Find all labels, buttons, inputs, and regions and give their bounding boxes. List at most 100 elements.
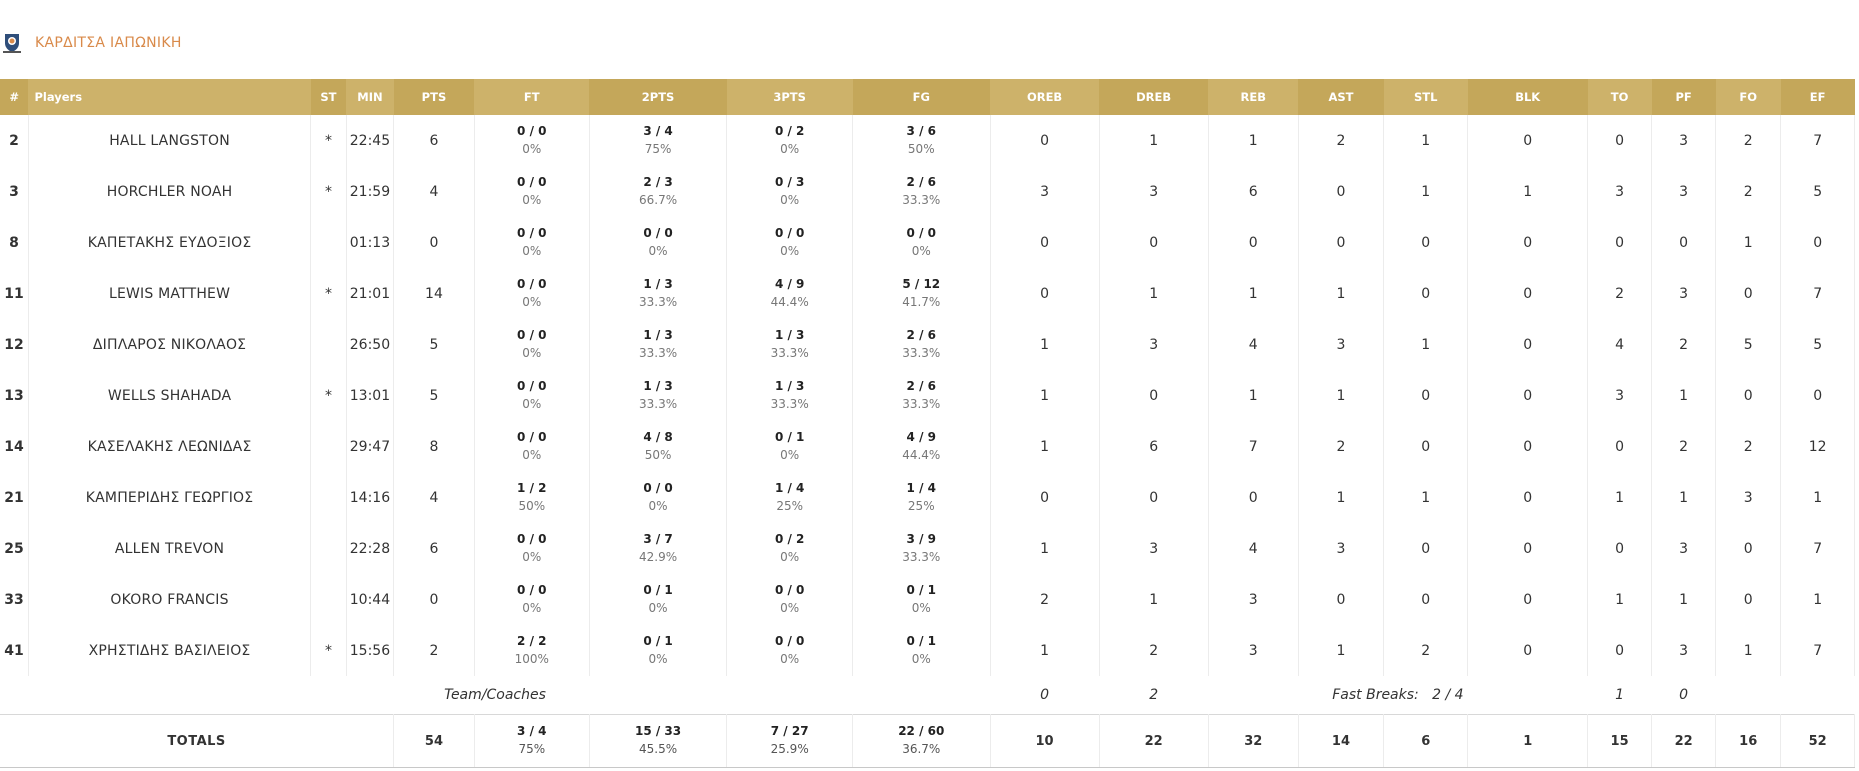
reb: 3 [1208, 625, 1299, 676]
totals-ft: 3 / 4 75% [474, 714, 590, 768]
column-header-min[interactable]: MIN [346, 79, 394, 115]
column-header-[interactable]: # [0, 79, 29, 115]
player-name[interactable]: ΚΑΜΠΕΡΙΔΗΣ ΓΕΩΡΓΙΟΣ [28, 472, 312, 523]
fg-pct: 33.3% [902, 396, 941, 411]
player-number: 3 [0, 166, 29, 217]
two-pts-pct: 33.3% [638, 396, 678, 411]
totals-two-pts: 15 / 33 45.5% [589, 714, 728, 768]
column-header-to[interactable]: TO [1587, 79, 1652, 115]
oreb: 1 [990, 370, 1100, 421]
starter-marker [310, 319, 347, 370]
totals-ft-pct: 75% [518, 742, 546, 756]
player-row: 33 OKORO FRANCIS 10:44 0 0 / 0 0% 0 / 1 0% 0 / 0… [0, 574, 1855, 625]
fast-breaks-value: 2 / 4 [1432, 687, 1464, 703]
column-header-oreb[interactable]: OREB [990, 79, 1100, 115]
player-name[interactable]: ΚΑΠΕΤΑΚΗΣ ΕΥΔΟΞΙΟΣ [28, 217, 312, 268]
column-header-blk[interactable]: BLK [1467, 79, 1588, 115]
fg-pct: 25% [907, 498, 935, 513]
two-pts-pct: 0% [648, 498, 668, 513]
column-header-pts[interactable]: PTS [393, 79, 475, 115]
two-pts-pct: 75% [644, 141, 672, 156]
column-header-2pts[interactable]: 2PTS [589, 79, 727, 115]
points: 4 [393, 166, 475, 217]
column-header-fg[interactable]: FG [852, 79, 991, 115]
ast: 0 [1298, 574, 1385, 625]
to: 1 [1587, 472, 1653, 523]
column-header-reb[interactable]: REB [1208, 79, 1299, 115]
column-header-ft[interactable]: FT [474, 79, 590, 115]
column-header-ast[interactable]: AST [1298, 79, 1384, 115]
column-header-players[interactable]: Players [28, 79, 311, 115]
ast: 0 [1298, 166, 1385, 217]
totals-dreb: 22 [1099, 714, 1209, 768]
player-name[interactable]: HALL LANGSTON [28, 115, 312, 166]
player-name[interactable]: HORCHLER NOAH [28, 166, 312, 217]
fo: 2 [1715, 115, 1782, 166]
column-header-ef[interactable]: EF [1780, 79, 1855, 115]
to: 1 [1587, 574, 1653, 625]
ef: 1 [1780, 472, 1855, 523]
dreb: 3 [1099, 166, 1209, 217]
two-pts: 3 / 4 75% [589, 115, 728, 166]
ef: 7 [1780, 523, 1855, 574]
pf: 2 [1651, 319, 1717, 370]
ast: 1 [1298, 625, 1385, 676]
fg-pct: 44.4% [902, 447, 941, 462]
column-header-dreb[interactable]: DREB [1099, 79, 1209, 115]
totals-two-pts-made-att: 15 / 33 [634, 724, 682, 738]
pf: 1 [1651, 370, 1717, 421]
team-name[interactable]: ΚΑΡΔΙΤΣΑ ΙΑΠΩΝΙΚΗ [35, 35, 182, 51]
minutes: 14:16 [346, 472, 395, 523]
column-header-3pts[interactable]: 3PTS [726, 79, 853, 115]
player-row: 3 HORCHLER NOAH * 21:59 4 0 / 0 0% 2 / 3 66.7% 0 … [0, 166, 1855, 217]
column-header-pf[interactable]: PF [1651, 79, 1716, 115]
two-pts: 0 / 0 0% [589, 472, 728, 523]
ft: 0 / 0 0% [474, 217, 590, 268]
starter-marker [310, 574, 347, 625]
pf: 1 [1651, 472, 1717, 523]
column-header-stl[interactable]: STL [1383, 79, 1468, 115]
player-name[interactable]: ΔΙΠΛΑΡΟΣ ΝΙΚΟΛΑΟΣ [28, 319, 312, 370]
box-score-table: # Players ST MIN PTS FT 2PTS 3PTS FG OREB DREB REB A… [0, 79, 1855, 768]
three-pts-pct: 0% [780, 141, 800, 156]
team-coaches-label: Team/Coaches [444, 687, 546, 703]
totals-ast: 14 [1298, 714, 1385, 768]
player-name[interactable]: LEWIS MATTHEW [28, 268, 312, 319]
column-header-fo[interactable]: FO [1715, 79, 1781, 115]
pf: 0 [1651, 217, 1717, 268]
player-name[interactable]: ALLEN TREVON [28, 523, 312, 574]
ft: 0 / 0 0% [474, 166, 590, 217]
stl: 1 [1383, 472, 1469, 523]
player-number: 8 [0, 217, 29, 268]
three-pts-made-att: 0 / 0 [774, 582, 805, 597]
three-pts-made-att: 4 / 9 [774, 276, 805, 291]
ft-made-att: 1 / 2 [517, 480, 547, 495]
blk: 0 [1467, 625, 1589, 676]
player-row: 13 WELLS SHAHADA * 13:01 5 0 / 0 0% 1 / 3 33.3% 1… [0, 370, 1855, 421]
ft-made-att: 0 / 0 [517, 225, 547, 240]
stl: 0 [1383, 523, 1469, 574]
fg-made-att: 1 / 4 [906, 480, 936, 495]
column-header-st[interactable]: ST [310, 79, 347, 115]
two-pts-pct: 0% [648, 651, 668, 666]
dreb: 3 [1099, 523, 1209, 574]
fg: 5 / 12 41.7% [852, 268, 991, 319]
three-pts-made-att: 0 / 0 [774, 225, 805, 240]
player-number: 21 [0, 472, 29, 523]
two-pts-made-att: 4 / 8 [643, 429, 673, 444]
three-pts: 1 / 3 33.3% [726, 319, 853, 370]
fg-made-att: 0 / 1 [906, 582, 936, 597]
player-name[interactable]: WELLS SHAHADA [28, 370, 312, 421]
player-name[interactable]: ΚΑΣΕΛΑΚΗΣ ΛΕΩΝΙΔΑΣ [28, 421, 312, 472]
two-pts-made-att: 1 / 3 [643, 276, 673, 291]
minutes: 29:47 [346, 421, 395, 472]
to: 3 [1587, 370, 1653, 421]
fo: 0 [1715, 574, 1782, 625]
starter-marker [310, 217, 347, 268]
minutes: 21:59 [346, 166, 395, 217]
player-row: 41 ΧΡΗΣΤΙΔΗΣ ΒΑΣΙΛΕΙΟΣ * 15:56 2 2 / 2 100% 0 /… [0, 625, 1855, 676]
stl: 2 [1383, 625, 1469, 676]
ft: 0 / 0 0% [474, 574, 590, 625]
player-name[interactable]: ΧΡΗΣΤΙΔΗΣ ΒΑΣΙΛΕΙΟΣ [28, 625, 312, 676]
player-name[interactable]: OKORO FRANCIS [28, 574, 312, 625]
